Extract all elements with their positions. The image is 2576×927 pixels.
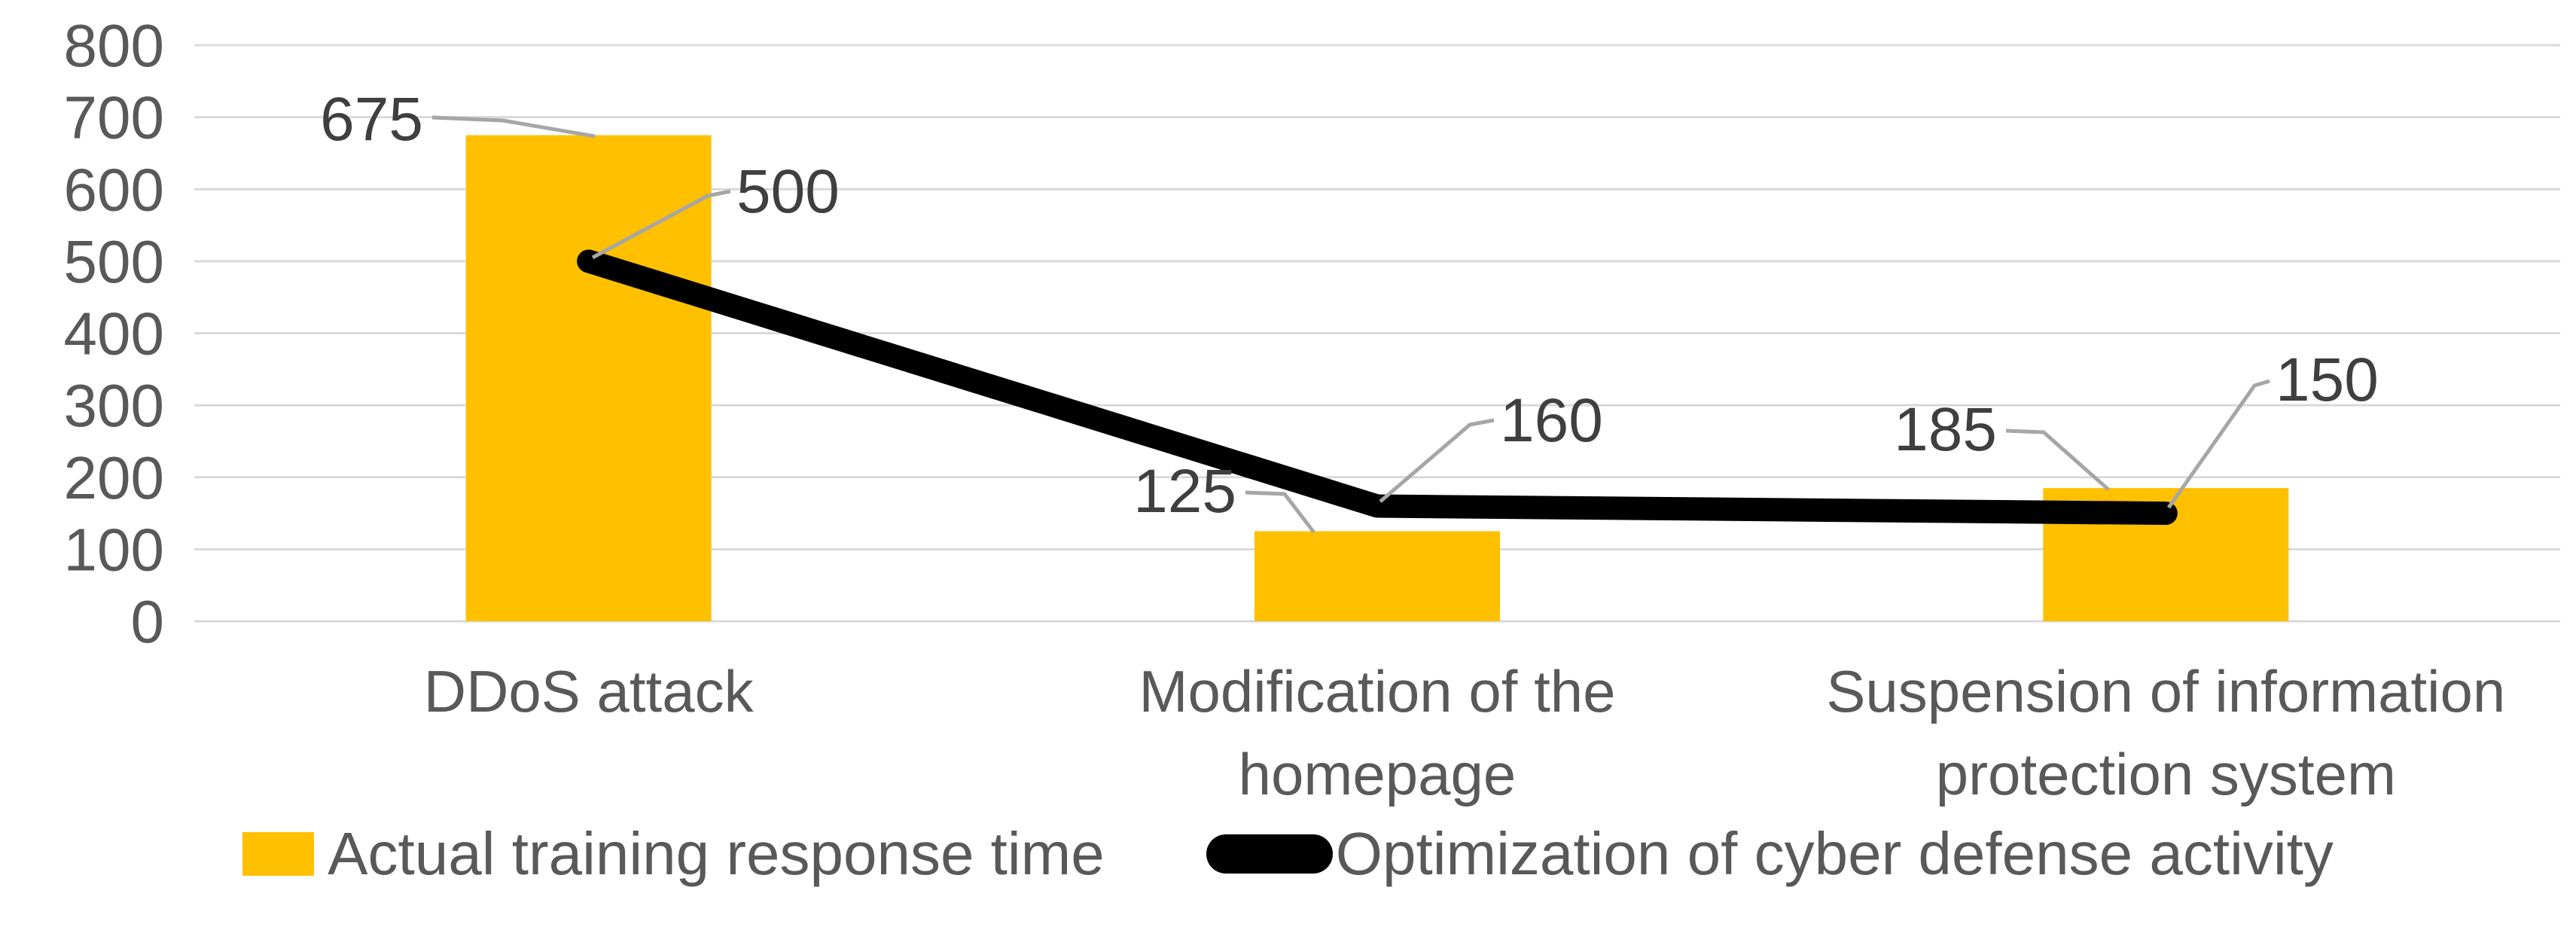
category-label: Modification of the homepage: [1139, 658, 1615, 807]
legend-label-bar-series: Actual training response time: [328, 820, 1105, 887]
line-data-label-leader-line: [2166, 379, 2270, 509]
y-axis-tick-label: 0: [131, 588, 165, 655]
line-data-label: 160: [1500, 386, 1603, 455]
bar-data-label: 125: [1133, 457, 1236, 526]
legend-bar-swatch-icon: [242, 832, 315, 876]
y-axis-tick-label: 200: [64, 444, 164, 511]
legend-label-line-series: Optimization of cyber defense activity: [1335, 820, 2334, 887]
bar-data-label: 185: [1894, 395, 1997, 464]
category-label: DDoS attack: [424, 658, 755, 724]
y-axis-tick-label: 100: [64, 516, 164, 583]
category-label: Suspension of information protection syst…: [1826, 658, 2505, 807]
line-data-label: 500: [736, 157, 840, 226]
legend-line-swatch-icon: [1206, 834, 1333, 874]
bar-data-label: 675: [320, 85, 423, 154]
y-axis-tick-label: 300: [64, 372, 164, 439]
bar-data-label-leader-line: [2005, 428, 2110, 491]
y-axis-tick-label: 700: [64, 84, 164, 151]
y-axis-tick-label: 400: [64, 300, 164, 367]
legend: Actual training response time Optimizati…: [0, 824, 2576, 884]
bar: [1254, 531, 1500, 621]
line-data-label: 150: [2276, 346, 2379, 414]
bar-data-label-leader-line: [431, 115, 596, 139]
legend-item-bar-series: Actual training response time: [242, 824, 1105, 884]
y-axis-tick-label: 800: [64, 12, 164, 79]
line-data-label-leader-line: [591, 189, 731, 260]
y-axis-tick-label: 500: [64, 228, 164, 295]
y-axis-tick-label: 600: [64, 156, 164, 223]
line-data-label-leader-line: [1379, 418, 1495, 503]
legend-item-line-series: Optimization of cyber defense activity: [1206, 824, 2334, 884]
bar-data-label-leader-line: [1245, 490, 1315, 534]
bar: [465, 135, 712, 621]
line-series: [577, 249, 2178, 526]
